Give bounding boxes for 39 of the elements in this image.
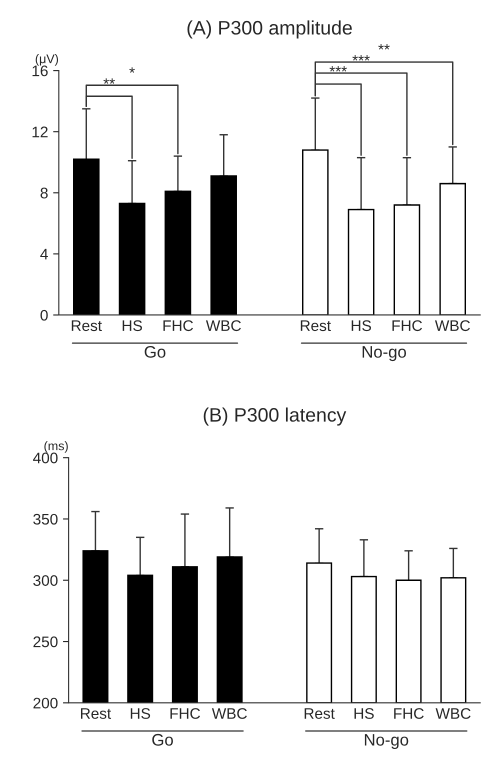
x-tick-label: HS (130, 708, 150, 719)
chart-title: (A) P300 amplitude (187, 20, 352, 39)
y-tick-label: 4 (40, 248, 48, 260)
x-tick-label: HS (122, 320, 142, 332)
x-tick-label: FHC (170, 708, 200, 719)
x-tick-label: FHC (163, 320, 194, 332)
x-tick-label: Rest (300, 320, 331, 332)
text: ** (378, 44, 390, 50)
y-tick-label: 8 (40, 188, 48, 198)
x-tick-label: WBC (436, 708, 471, 719)
y-tick-label: 250 (33, 636, 58, 648)
y-axis-title: (ms) (44, 441, 68, 453)
x-tick-label: WBC (434, 320, 470, 332)
series-label: No-go (364, 734, 408, 750)
x-tick-label: WBC (212, 708, 247, 719)
x-tick-label: FHC (392, 320, 422, 332)
x-tick-label: HS (352, 320, 372, 332)
series-label: No-go (362, 346, 406, 362)
annotation: * (129, 67, 135, 73)
series-label: Go (144, 346, 166, 358)
x-tick-label: Rest (80, 708, 112, 719)
x-tick-label: HS (354, 708, 374, 719)
y-tick-label: 350 (33, 514, 58, 525)
y-tick-label: 200 (33, 698, 58, 709)
y-axis-title: (μV) (36, 54, 58, 66)
y-tick-label: 12 (32, 126, 48, 138)
y-tick-label: 300 (33, 575, 58, 586)
y-tick-label: 400 (33, 452, 58, 464)
y-tick-label: 0 (40, 310, 48, 321)
y-tick-label: 16 (32, 65, 48, 76)
text: *** (352, 55, 370, 61)
annotation: *** (330, 66, 347, 72)
x-tick-label: Rest (304, 708, 335, 719)
chart-title: (B) P300 latency (204, 407, 346, 426)
x-tick-label: WBC (206, 320, 241, 332)
x-tick-label: Rest (72, 320, 102, 332)
annotation: ** (103, 78, 115, 84)
x-tick-label: FHC (394, 708, 424, 719)
series-label: Go (152, 734, 173, 746)
